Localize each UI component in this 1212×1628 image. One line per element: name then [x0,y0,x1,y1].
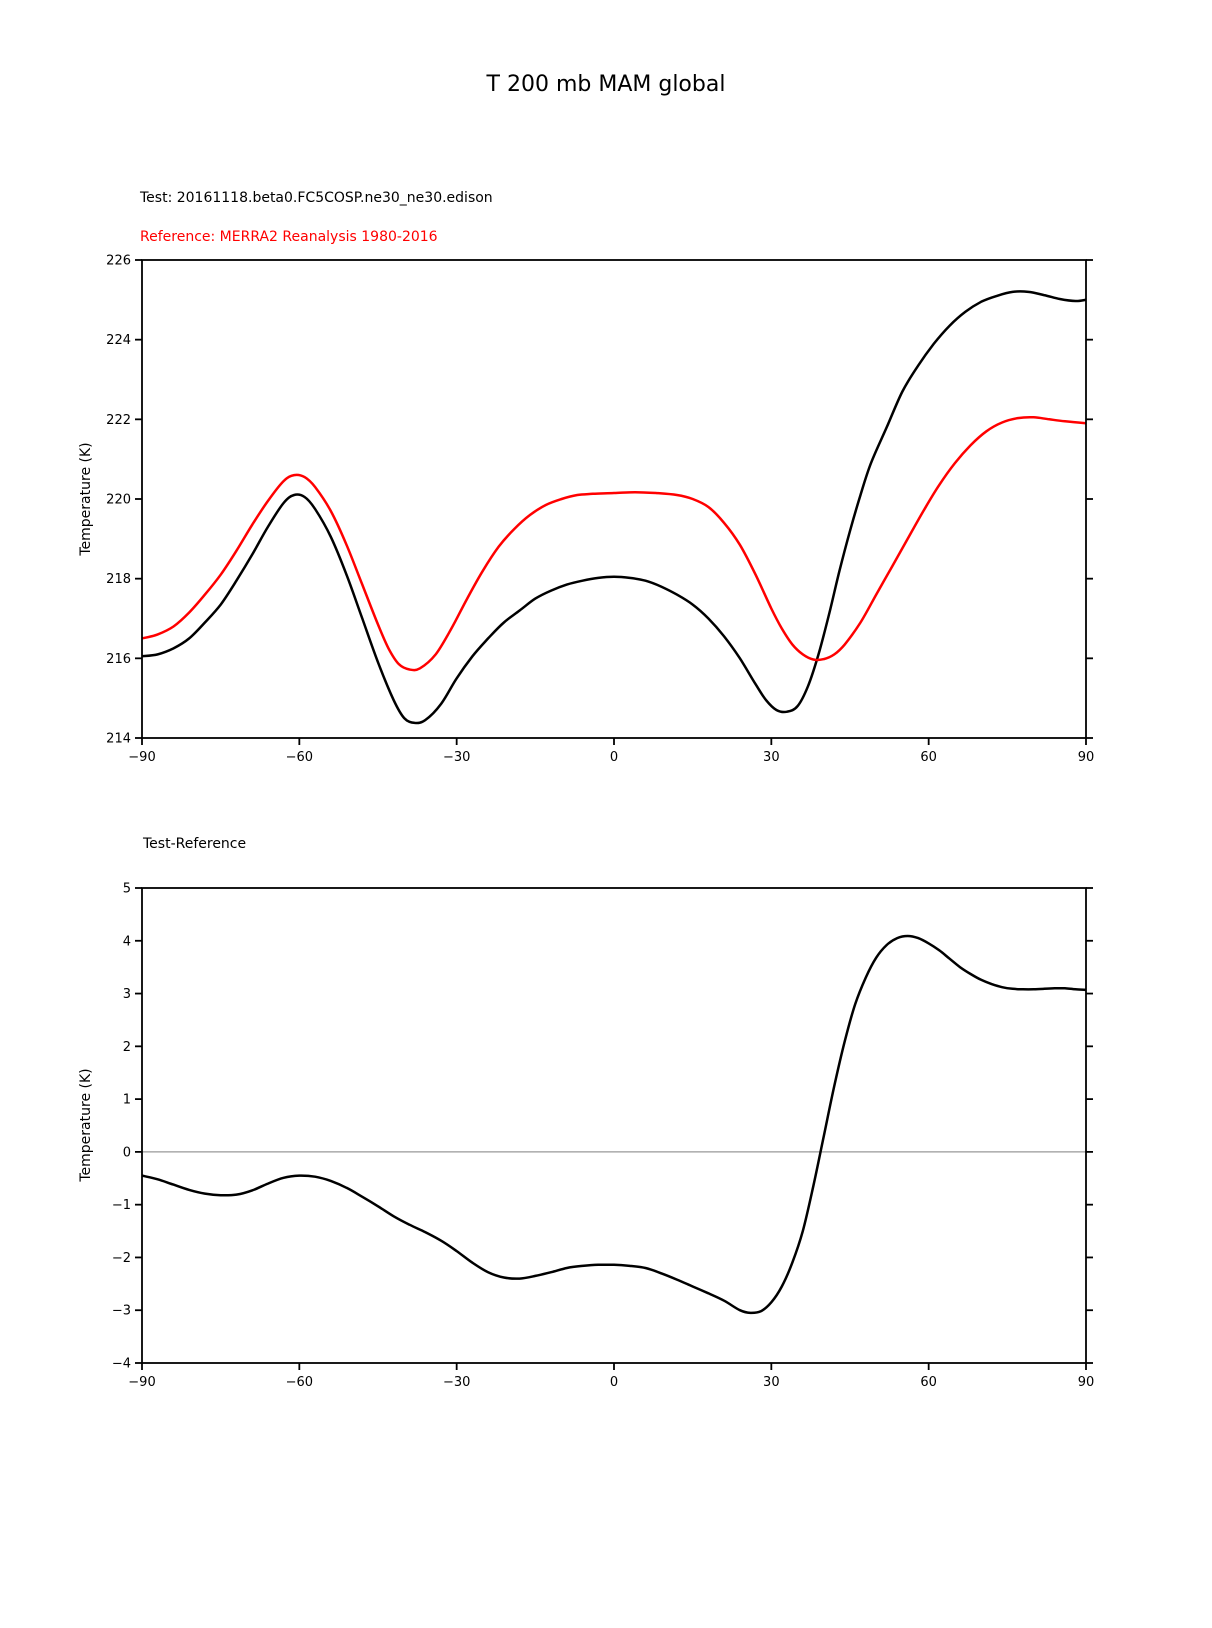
top-chart-test-curve [142,290,1086,725]
top-chart-y-tick-label: 224 [106,333,131,348]
bottom-chart-x-tick-label: 30 [763,1375,780,1390]
bottom-chart-y-tick-label: 4 [123,934,131,949]
test-run-label: Test: 20161118.beta0.FC5COSP.ne30_ne30.e… [140,190,493,206]
bottom-chart-x-tick-label: −90 [128,1375,155,1390]
bottom-chart-y-tick-label: 0 [123,1145,131,1160]
top-chart-x-tick-label: 0 [610,750,618,765]
top-chart-y-tick-label: 220 [106,493,131,508]
bottom-chart-spines [141,887,1087,1364]
bottom-chart-y-tick-label: −1 [112,1198,131,1213]
bottom-chart-y-tick-label: 2 [123,1040,131,1055]
top-chart-x-tick-label: −60 [286,750,313,765]
top-chart-y-tick-label: 216 [106,652,131,667]
top-chart-x-tick-label: −90 [128,750,155,765]
reference-run-label: Reference: MERRA2 Reanalysis 1980-2016 [140,229,438,245]
chart-title: T 200 mb MAM global [486,72,726,97]
top-chart-y-tick-label: 222 [106,413,131,428]
top-chart: −90 −60 −30 0 30 60 90 214 216 218 220 222 224 226 [106,254,1094,766]
top-chart-x-tick-label: 30 [763,750,780,765]
top-chart-y-tick-label: 226 [106,254,131,269]
bottom-chart-x-tick-label: −30 [443,1375,470,1390]
bottom-chart-x-tick-label: 60 [920,1375,937,1390]
bottom-chart-x-tick-label: 90 [1078,1375,1095,1390]
top-chart-y-tick-label: 218 [106,572,131,587]
bottom-chart: −90 −60 −30 0 30 60 90 −4 −3 −2 −1 0 1 2 3 4 5 [112,882,1094,1391]
bottom-chart-y-tick-label: −2 [112,1251,131,1266]
bottom-chart-y-tick-label: 1 [123,1093,131,1108]
top-chart-x-tick-label: 90 [1078,750,1095,765]
top-chart-reference-curve [142,415,1086,672]
top-chart-x-tick-label: −30 [443,750,470,765]
bottom-chart-x-tick-label: −60 [286,1375,313,1390]
bottom-chart-y-tick-label: −3 [112,1304,131,1319]
bottom-chart-test-reference-curve [142,934,1086,1315]
bottom-chart-x-tick-label: 0 [610,1375,618,1390]
top-chart-y-tick-label: 214 [106,732,131,747]
bottom-chart-y-tick-label: −4 [112,1357,131,1372]
bottom-chart-y-tick-label: 5 [123,882,131,897]
diff-panel-label: Test-Reference [143,836,247,852]
bottom-chart-y-tick-label: 3 [123,987,131,1002]
top-chart-x-tick-label: 60 [920,750,937,765]
